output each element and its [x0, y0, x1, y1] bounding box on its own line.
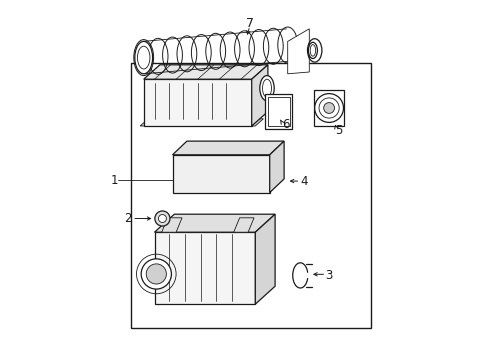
Polygon shape: [269, 141, 284, 193]
Ellipse shape: [308, 42, 317, 59]
Ellipse shape: [135, 41, 152, 74]
Polygon shape: [140, 119, 263, 126]
Polygon shape: [172, 155, 269, 193]
Circle shape: [141, 259, 171, 289]
Text: 7: 7: [245, 17, 253, 30]
Text: 2: 2: [123, 212, 131, 225]
Bar: [131, 63, 370, 328]
Polygon shape: [287, 29, 309, 74]
Polygon shape: [154, 214, 275, 232]
Circle shape: [314, 94, 343, 122]
Polygon shape: [143, 65, 267, 79]
Ellipse shape: [259, 76, 274, 101]
Text: 1: 1: [111, 174, 119, 186]
Polygon shape: [313, 90, 344, 126]
Ellipse shape: [309, 45, 315, 56]
Polygon shape: [233, 218, 254, 232]
Circle shape: [158, 215, 166, 222]
Polygon shape: [154, 232, 255, 304]
Polygon shape: [255, 214, 275, 304]
Ellipse shape: [262, 79, 271, 97]
Polygon shape: [143, 79, 251, 126]
Circle shape: [323, 103, 334, 113]
Text: 5: 5: [334, 124, 342, 137]
Polygon shape: [172, 141, 284, 155]
Text: 4: 4: [300, 175, 307, 188]
Polygon shape: [267, 97, 289, 126]
Polygon shape: [162, 218, 182, 232]
Polygon shape: [251, 65, 267, 126]
Circle shape: [155, 211, 170, 226]
Ellipse shape: [137, 46, 150, 69]
Circle shape: [318, 98, 339, 118]
Text: 6: 6: [282, 118, 289, 131]
Polygon shape: [264, 94, 292, 129]
Circle shape: [146, 264, 166, 284]
Text: 3: 3: [325, 269, 332, 282]
